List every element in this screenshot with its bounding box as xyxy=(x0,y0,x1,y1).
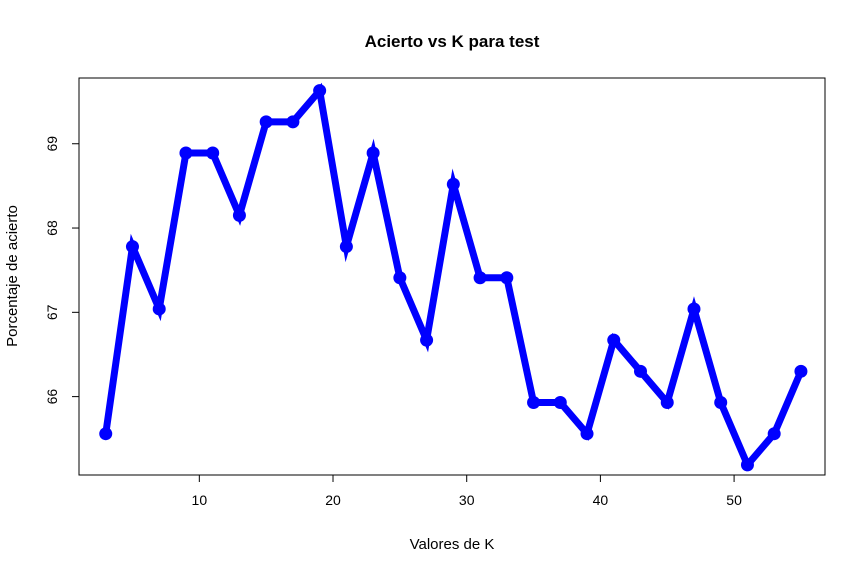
x-tick-label: 40 xyxy=(593,492,609,508)
series-line xyxy=(102,82,805,472)
data-point xyxy=(553,396,567,410)
data-point xyxy=(179,146,193,160)
x-tick-label: 10 xyxy=(192,492,208,508)
data-point xyxy=(580,427,594,441)
data-point xyxy=(152,302,166,316)
chart-title: Acierto vs K para test xyxy=(365,32,540,51)
data-point xyxy=(767,427,781,441)
data-point xyxy=(420,333,434,347)
data-point xyxy=(393,271,407,285)
y-tick-label: 69 xyxy=(44,136,60,152)
y-tick-label: 66 xyxy=(44,389,60,405)
data-point xyxy=(607,333,621,347)
data-point xyxy=(794,364,808,378)
data-point xyxy=(286,115,300,129)
x-tick-label: 30 xyxy=(459,492,475,508)
data-point xyxy=(313,84,327,98)
data-point xyxy=(339,240,353,254)
x-tick-label: 20 xyxy=(325,492,341,508)
y-tick-label: 67 xyxy=(44,304,60,320)
data-point xyxy=(366,146,380,160)
data-point xyxy=(714,396,728,410)
data-point xyxy=(740,458,754,472)
plot-frame xyxy=(78,77,826,476)
data-point xyxy=(232,208,246,222)
y-axis: 66 67 68 69 xyxy=(44,136,80,405)
data-point xyxy=(660,396,674,410)
y-tick-label: 68 xyxy=(44,220,60,236)
data-point xyxy=(527,396,541,410)
data-point xyxy=(634,364,648,378)
data-point xyxy=(99,427,113,441)
data-point xyxy=(206,146,220,160)
data-point xyxy=(473,271,487,285)
x-axis-label: Valores de K xyxy=(410,536,495,553)
data-point xyxy=(500,271,514,285)
data-point xyxy=(687,302,701,316)
data-point xyxy=(125,240,139,254)
series-layer xyxy=(99,82,808,472)
y-axis-label: Porcentaje de acierto xyxy=(4,205,21,347)
data-point xyxy=(446,177,460,191)
x-tick-label: 50 xyxy=(726,492,742,508)
data-point xyxy=(259,115,273,129)
x-axis: 10 20 30 40 50 xyxy=(192,474,742,508)
